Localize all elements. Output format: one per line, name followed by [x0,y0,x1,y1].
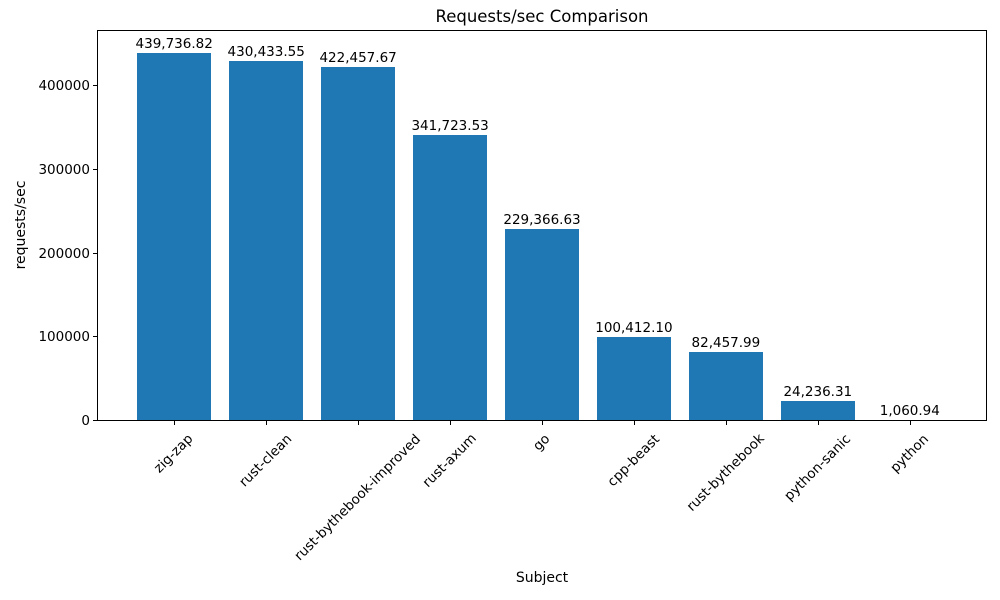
x-tick-mark [174,421,175,425]
x-tick-mark [542,421,543,425]
x-tick-label: zig-zap [151,430,197,477]
x-tick-label: cpp-beast [604,431,663,490]
bar-value-label: 439,736.82 [135,36,213,52]
bar-value-label: 430,433.55 [227,44,305,60]
y-tick-label: 0 [81,413,90,429]
bar-value-label: 422,457.67 [319,50,397,66]
bar-python-sanic [780,401,855,421]
bar-rust-bythebook-improved [321,67,396,421]
x-tick-mark [634,421,635,425]
y-tick-mark [93,253,97,254]
y-tick-mark [93,169,97,170]
x-axis-title: Subject [515,570,569,586]
bar-cpp-beast [596,337,671,421]
bar-rust-bythebook [688,352,763,421]
y-tick-label: 100000 [38,329,90,345]
chart-title: Requests/sec Comparison [435,7,649,26]
x-axis-line [97,420,987,421]
x-tick-label: python [887,430,932,476]
bar-zig-zap [137,53,212,421]
bar-value-label: 100,412.10 [595,320,673,336]
x-tick-mark [266,421,267,425]
y-tick-label: 200000 [38,246,90,262]
bar-go [505,229,579,421]
x-tick-label: rust-bythebook [683,430,768,516]
y-tick-label: 300000 [38,162,90,178]
bar-value-label: 1,060.94 [879,403,940,419]
x-tick-mark [726,421,727,425]
bar-value-label: 229,366.63 [503,212,581,228]
x-tick-label: python-sanic [780,430,854,504]
x-tick-label: go [530,431,554,455]
x-tick-mark [818,421,819,425]
x-tick-label: rust-clean [236,431,296,491]
y-tick-mark [93,420,97,421]
y-tick-mark [93,336,97,337]
y-tick-mark [93,85,97,86]
y-tick-label: 400000 [38,78,90,94]
x-tick-label: rust-axum [419,430,480,492]
x-tick-label: rust-bythebook-improved [291,431,425,564]
bar-rust-axum [413,135,488,421]
bar-value-label: 341,723.53 [411,118,489,134]
x-tick-mark [910,421,911,425]
x-tick-mark [450,421,451,425]
bar-value-label: 82,457.99 [691,335,761,351]
x-tick-mark [358,421,359,425]
bar-value-label: 24,236.31 [783,384,853,400]
bar-rust-clean [229,61,304,421]
